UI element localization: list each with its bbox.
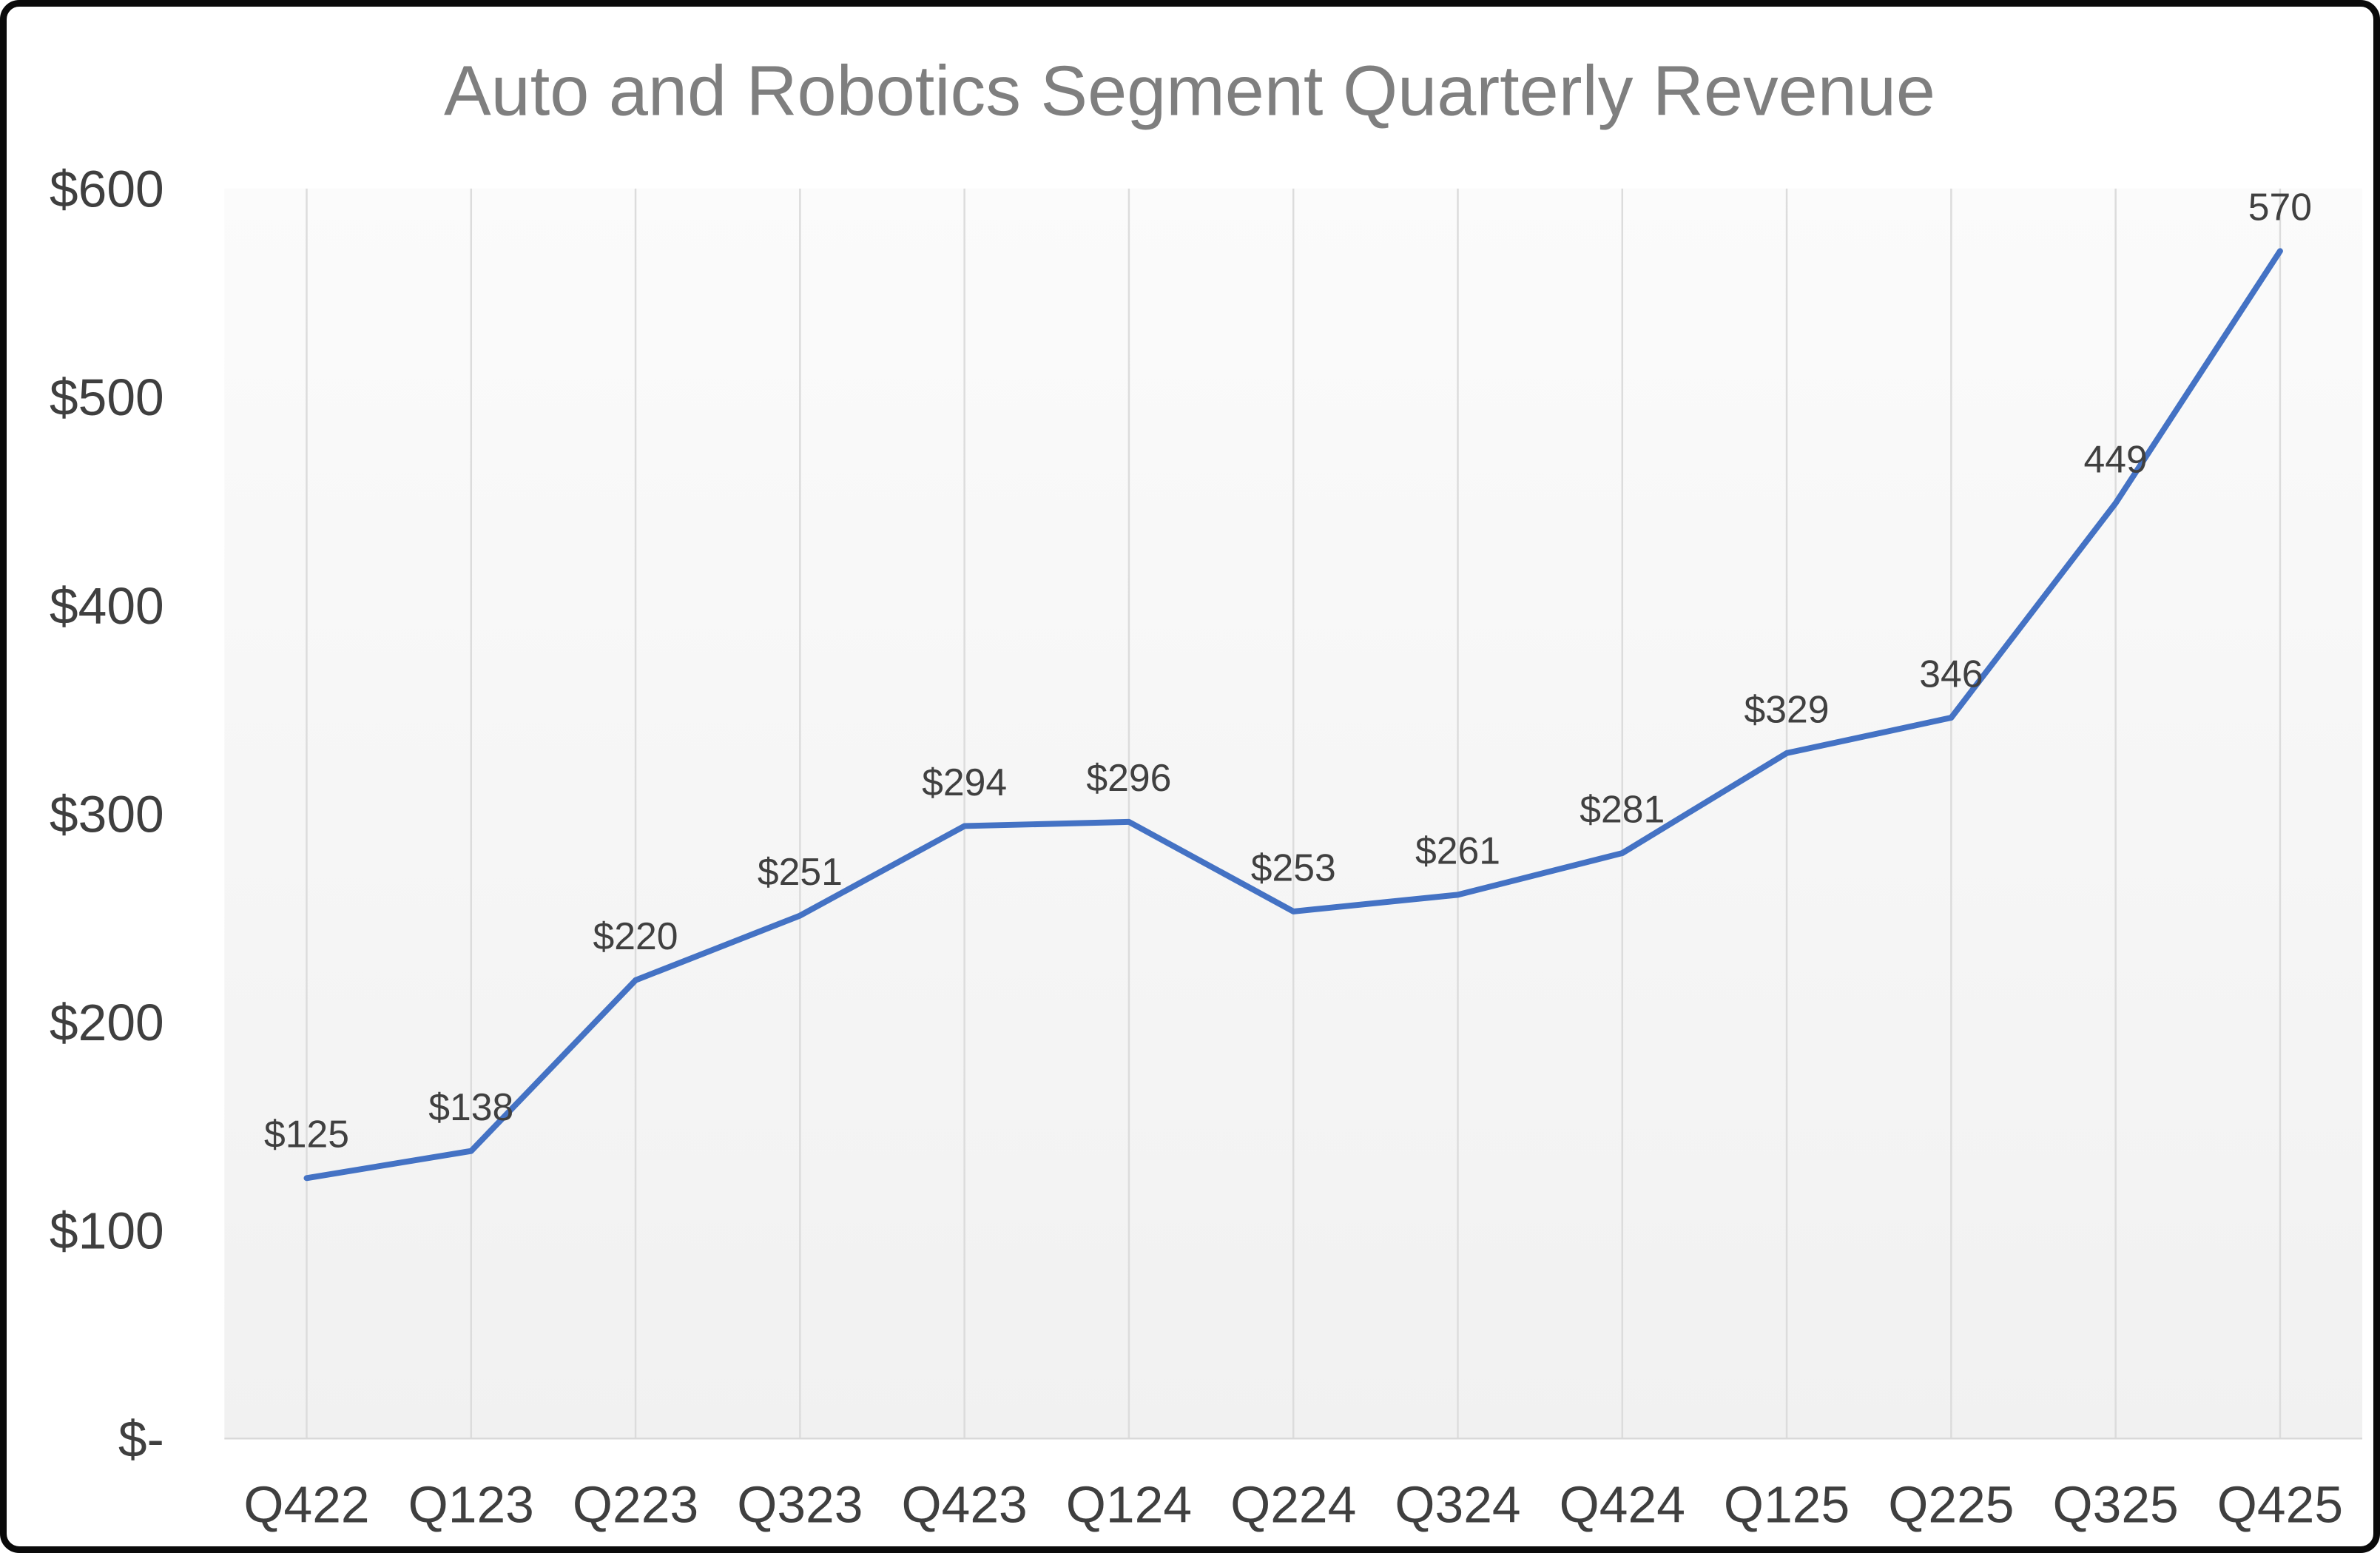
- data-label-Q425: 570: [2248, 186, 2312, 229]
- y-tick-label-400: $400: [50, 577, 164, 635]
- y-tick-label-200: $200: [50, 994, 164, 1051]
- data-label-Q323: $251: [758, 850, 843, 893]
- data-label-Q223: $220: [593, 914, 678, 957]
- x-category-label-Q125: Q125: [1724, 1475, 1850, 1533]
- y-tick-label-500: $500: [50, 368, 164, 426]
- x-category-label-Q223: Q223: [573, 1475, 698, 1533]
- data-label-Q423: $294: [922, 761, 1007, 804]
- x-category-label-Q324: Q324: [1395, 1475, 1520, 1533]
- x-category-label-Q423: Q423: [901, 1475, 1027, 1533]
- data-label-Q125: $329: [1744, 687, 1830, 730]
- chart-title: Auto and Robotics Segment Quarterly Reve…: [444, 53, 1935, 131]
- data-labels-layer: $125 $138 $220 $251 $294 $296 $253 $261 $281 $329…: [264, 186, 2312, 1156]
- data-label-Q225: 346: [1919, 652, 1983, 695]
- series-layer: [303, 248, 2283, 1182]
- revenue-line-chart: $-$100$200$300$400$500$600 Q422 Q123 Q223 Q…: [50, 53, 2363, 1533]
- x-category-label-Q323: Q323: [737, 1475, 863, 1533]
- x-axis-labels: Q422 Q123 Q223 Q323 Q423 Q124 Q224 Q324 Q424 Q125…: [243, 1475, 2343, 1533]
- x-category-label-Q425: Q425: [2217, 1475, 2343, 1533]
- data-label-Q224: $253: [1251, 846, 1336, 889]
- data-label-Q123: $138: [428, 1085, 513, 1128]
- x-category-label-Q123: Q123: [408, 1475, 534, 1533]
- x-category-label-Q225: Q225: [1888, 1475, 2014, 1533]
- y-axis-labels: $- $100 $200 $300 $400 $500 $600: [50, 161, 164, 1468]
- data-label-Q422: $125: [264, 1113, 349, 1156]
- x-category-label-Q124: Q124: [1066, 1475, 1192, 1533]
- x-category-label-Q424: Q424: [1560, 1475, 1685, 1533]
- x-category-label-Q422: Q422: [243, 1475, 369, 1533]
- data-label-Q424: $281: [1580, 787, 1665, 830]
- revenue-line: [303, 248, 2283, 1182]
- data-label-Q325: 449: [2084, 437, 2148, 480]
- gridlines-layer: [224, 188, 2363, 1440]
- x-category-label-Q224: Q224: [1230, 1475, 1356, 1533]
- data-label-Q124: $296: [1086, 756, 1171, 799]
- data-label-Q324: $261: [1415, 829, 1500, 872]
- y-tick-label-100: $100: [50, 1202, 164, 1260]
- y-tick-label-600: $600: [50, 161, 164, 218]
- y-tick-label-0: $-: [118, 1410, 164, 1468]
- y-tick-label-300: $300: [50, 785, 164, 843]
- x-category-label-Q325: Q325: [2053, 1475, 2179, 1533]
